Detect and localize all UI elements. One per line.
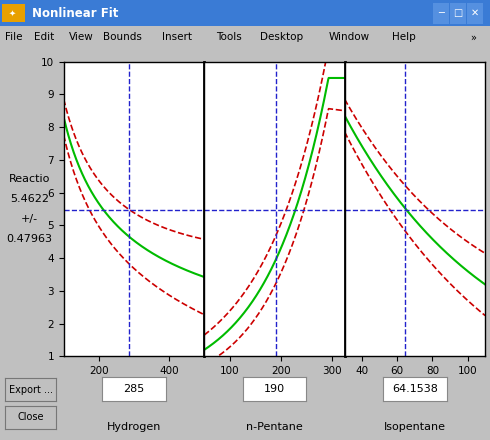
Text: 5.4622: 5.4622	[10, 194, 49, 204]
Text: ✕: ✕	[471, 8, 479, 18]
Text: Bounds: Bounds	[103, 33, 142, 42]
Bar	[467, 3, 483, 24]
Text: 190: 190	[264, 384, 285, 394]
Text: Window: Window	[328, 33, 369, 42]
Bar	[450, 3, 466, 24]
Text: Tools: Tools	[216, 33, 242, 42]
Text: Isopentane: Isopentane	[384, 422, 446, 432]
Text: Desktop: Desktop	[260, 33, 303, 42]
Text: View: View	[69, 33, 94, 42]
Text: n-Pentane: n-Pentane	[246, 422, 303, 432]
Text: Nonlinear Fit: Nonlinear Fit	[32, 7, 118, 20]
Text: 64.1538: 64.1538	[392, 384, 438, 394]
Text: Insert: Insert	[162, 33, 192, 42]
Text: ─: ─	[438, 8, 444, 18]
Text: File: File	[5, 33, 23, 42]
Text: 0.47963: 0.47963	[6, 234, 52, 244]
Text: ✦: ✦	[9, 9, 16, 18]
Text: Help: Help	[392, 33, 416, 42]
Text: Hydrogen: Hydrogen	[107, 422, 161, 432]
Bar	[2, 4, 25, 22]
Text: »: »	[470, 33, 476, 42]
Text: Edit: Edit	[34, 33, 54, 42]
Text: +/-: +/-	[21, 214, 38, 224]
Text: □: □	[454, 8, 463, 18]
Text: Reactio: Reactio	[9, 174, 50, 184]
Text: Close: Close	[17, 412, 44, 422]
Text: 285: 285	[123, 384, 145, 394]
Text: Export ...: Export ...	[9, 385, 52, 395]
Bar	[433, 3, 449, 24]
